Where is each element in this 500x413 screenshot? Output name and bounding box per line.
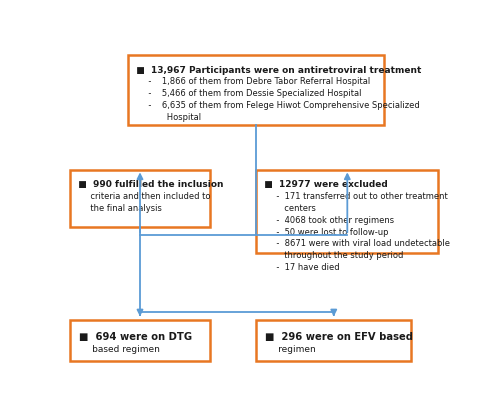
FancyBboxPatch shape [70,320,210,361]
Text: the final analysis: the final analysis [72,204,162,212]
Text: based regimen: based regimen [72,344,160,354]
Text: ■  694 were on DTG: ■ 694 were on DTG [72,331,192,341]
FancyBboxPatch shape [128,56,384,126]
Text: -    1,866 of them from Debre Tabor Referral Hospital: - 1,866 of them from Debre Tabor Referra… [130,77,370,86]
Text: ■  12977 were excluded: ■ 12977 were excluded [258,180,388,189]
Text: centers: centers [258,204,316,212]
Text: Hospital: Hospital [130,112,202,121]
Text: -  17 have died: - 17 have died [258,262,340,271]
FancyBboxPatch shape [70,171,210,228]
Text: throughout the study period: throughout the study period [258,251,404,259]
Text: ■  296 were on EFV based: ■ 296 were on EFV based [258,331,413,341]
Text: -    6,635 of them from Felege Hiwot Comprehensive Specialized: - 6,635 of them from Felege Hiwot Compre… [130,101,420,110]
FancyBboxPatch shape [256,320,411,361]
FancyBboxPatch shape [256,171,438,253]
Text: criteria and then included to: criteria and then included to [72,192,210,201]
Text: ■  990 fulfilled the inclusion: ■ 990 fulfilled the inclusion [72,180,224,189]
Text: -  171 transferred out to other treatment: - 171 transferred out to other treatment [258,192,448,201]
Text: -    5,466 of them from Dessie Specialized Hospital: - 5,466 of them from Dessie Specialized … [130,89,362,98]
Text: -  8671 were with viral load undetectable: - 8671 were with viral load undetectable [258,239,450,248]
Text: ■  13,967 Participants were on antiretroviral treatment: ■ 13,967 Participants were on antiretrov… [130,66,422,74]
Text: -  50 were lost to follow-up: - 50 were lost to follow-up [258,227,388,236]
Text: -  4068 took other regimens: - 4068 took other regimens [258,215,394,224]
Text: regimen: regimen [258,344,316,354]
